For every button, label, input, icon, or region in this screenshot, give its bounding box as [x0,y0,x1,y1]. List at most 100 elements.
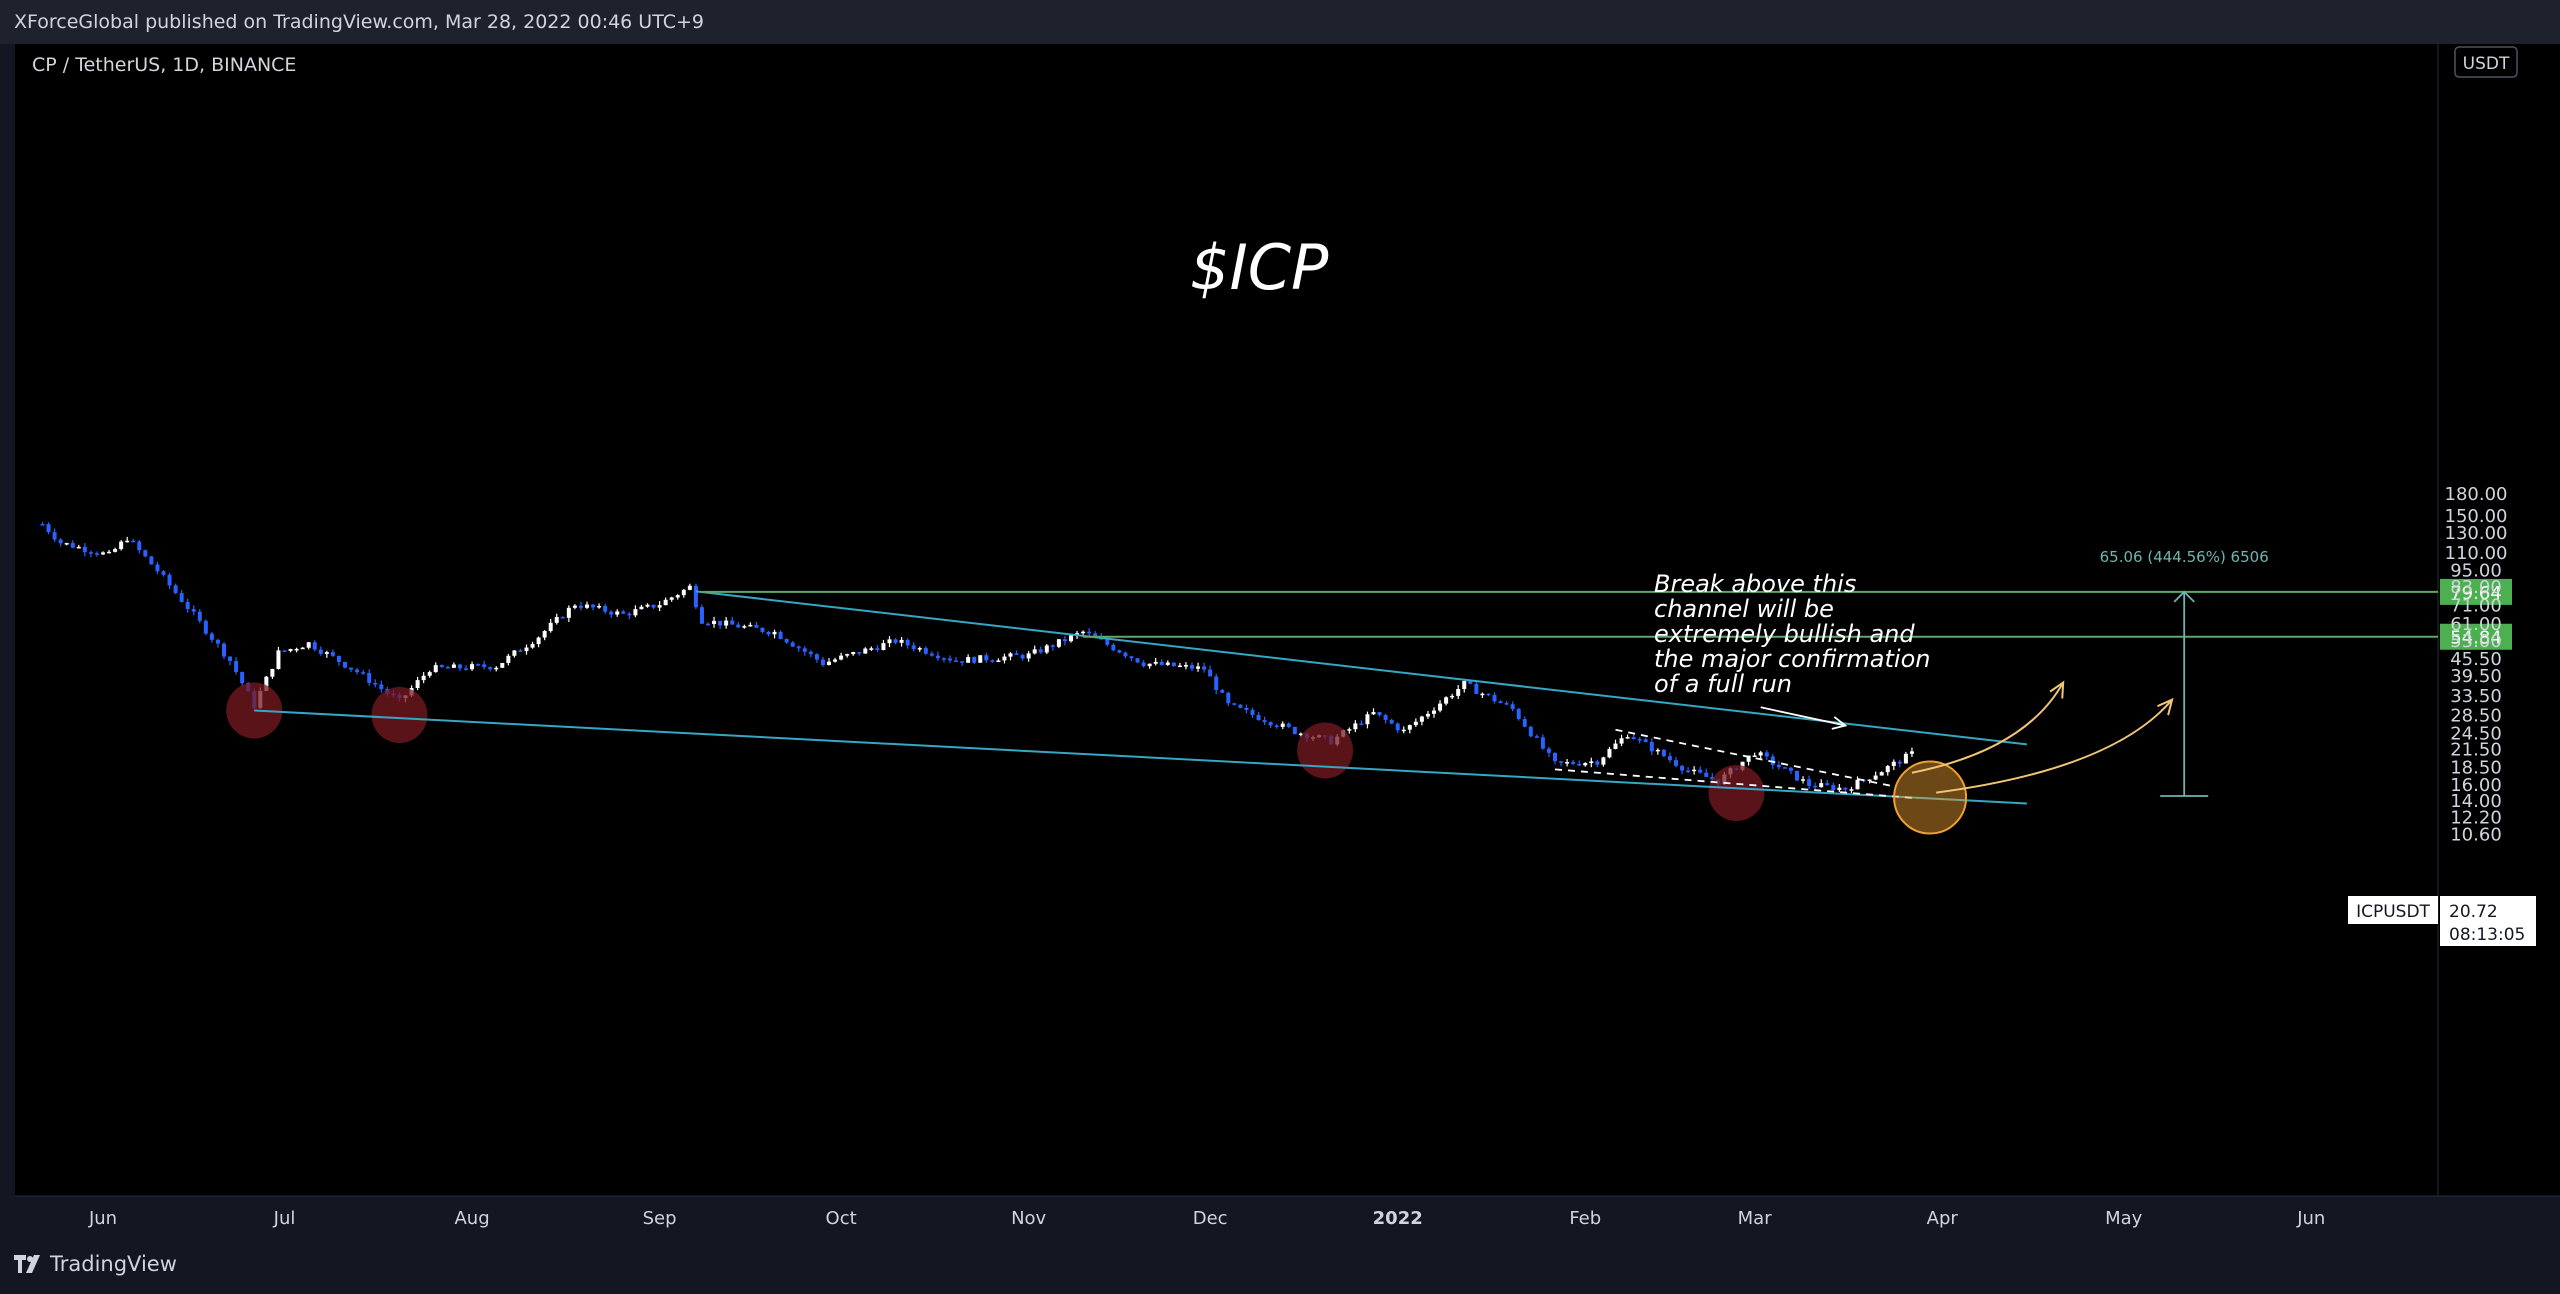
time-tick-label: Apr [1927,1208,1959,1229]
currency-badge[interactable]: USDT [2454,46,2518,78]
candle-body [294,648,299,651]
candle-body [1637,739,1642,741]
candle-body [343,662,347,668]
price-chart[interactable]: 65.06 (444.56%) 6506 Break above this chan… [0,44,2560,1238]
candle-body [718,620,723,626]
candle-body [1432,710,1436,714]
candle-body [978,655,983,663]
candle-body [1867,779,1872,782]
price-tick-label: 33.50 [2450,686,2502,707]
candle-body [597,605,602,608]
candle-body [1177,665,1182,668]
candle-body [790,642,795,647]
candle-body [367,673,372,684]
candle-body [518,650,523,652]
candle-body [1819,783,1824,788]
candle-body [1498,701,1503,704]
price-tick-label: 28.50 [2450,705,2502,726]
candle-body [1359,723,1364,725]
candle-body [500,662,505,668]
measure-label: 65.06 (444.56%) 6506 [2100,548,2269,566]
candle-body [1843,787,1848,790]
candle-body [1135,658,1140,663]
price-tick-label: 61.00 [2450,614,2502,635]
candle-body [972,657,977,663]
candle-body [494,667,499,670]
candle-body [131,540,136,543]
candle-body [603,605,608,612]
candle-body [542,631,547,638]
candle-body [1758,752,1763,756]
candle-body [669,597,674,600]
candle-body [984,655,989,661]
tradingview-logo[interactable]: TradingView [14,1252,177,1276]
candle-body [1540,737,1545,749]
candle-body [1425,713,1430,717]
candle-body [1625,737,1630,739]
candle-body [530,644,535,648]
candle-body [1407,725,1412,730]
candle-body [1274,725,1279,727]
candle-body [1244,707,1249,710]
candle-body [476,664,481,666]
candle-body [276,650,281,669]
candle-body [1655,749,1660,752]
candle-body [899,639,904,643]
candle-body [796,646,801,649]
candle-body [742,626,747,628]
pointer-arrow [1760,706,1846,727]
candle-body [724,620,729,626]
candle-body [1559,761,1564,763]
candle-body [566,607,571,618]
candle-body [1577,763,1582,766]
candle-body [1286,723,1291,727]
price-tick-label: 71.00 [2450,596,2502,617]
candle-body [827,661,831,666]
time-tick-label: Jun [2296,1208,2325,1229]
candle-body [1038,649,1043,653]
candle-body [1571,762,1576,764]
candle-body [470,664,475,670]
candle-body [40,524,45,526]
candle-body [784,638,789,643]
candle-body [379,684,384,690]
price-tick-label: 18.50 [2450,757,2502,778]
time-tick-label: Feb [1569,1208,1601,1229]
candle-body [802,648,807,652]
candle-body [778,631,783,639]
candle-body [1504,703,1509,705]
candle-body [1680,765,1685,771]
candle-body [748,624,753,627]
candle-body [1807,779,1812,786]
candle-body [1879,772,1884,776]
price-tick-label: 130.00 [2445,523,2508,544]
candle-body [1208,669,1213,677]
candle-body [1553,752,1557,762]
candle-body [1069,635,1073,642]
last-price-tag [2440,896,2536,946]
candle-body [46,524,51,533]
candle-body [820,659,825,666]
candle-body [1214,676,1219,691]
candle-body [615,611,620,615]
support-touch-circle [1708,765,1765,822]
candle-body [264,676,269,692]
candle-body [948,658,952,661]
candle-body [706,623,710,626]
candle-body [954,660,959,662]
candle-body [814,654,819,660]
candle-body [1159,661,1164,665]
candle-body [1147,663,1152,667]
time-tick-label: Aug [454,1208,489,1229]
candle-body [1752,755,1757,757]
candle-body [1044,645,1049,653]
candle-body [215,639,220,644]
candle-body [675,595,680,598]
candle-body [548,622,553,632]
candle-body [1014,653,1019,655]
candle-body [1801,779,1806,781]
candle-body [64,543,69,545]
candle-body [240,672,245,684]
candle-body [1365,714,1370,725]
candle-body [373,683,378,685]
